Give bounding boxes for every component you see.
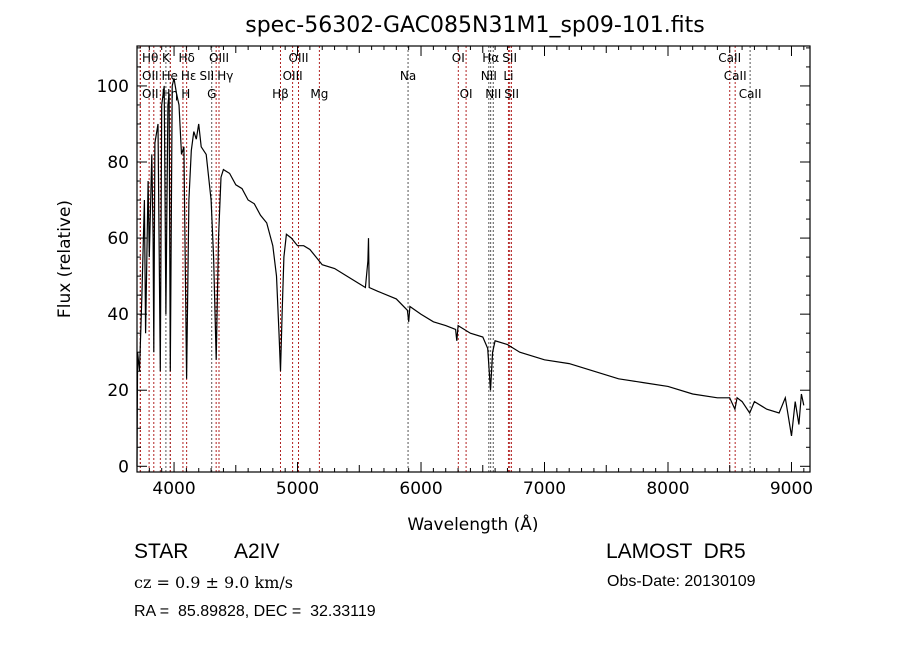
survey-label: LAMOST DR5: [606, 540, 746, 563]
y-tick-label: 40: [107, 305, 129, 325]
spectral-line-label: Hε: [181, 69, 197, 83]
spectral-line-label: Mg: [310, 87, 328, 101]
y-axis-label: Flux (relative): [55, 200, 75, 318]
y-tick-label: 80: [107, 153, 129, 173]
spectral-line-label: G: [207, 87, 216, 101]
spectrum-line: [136, 78, 805, 467]
spectral-line-label: Hγ: [217, 69, 233, 83]
y-tick-label: 20: [107, 381, 129, 401]
y-tick-label: 0: [118, 457, 129, 477]
x-tick-label: 8000: [646, 479, 689, 499]
spectral-line-label: OI: [460, 87, 473, 101]
spectral-line-label: Hα: [482, 51, 499, 65]
spectral-line-label: H: [181, 87, 190, 101]
spectral-line-label: OIII: [283, 69, 303, 83]
spectral-line-label: Hδ: [179, 51, 195, 65]
spectral-line-label: OIII: [209, 51, 229, 65]
x-tick-label: 7000: [523, 479, 566, 499]
spectral-line-label: OII: [142, 69, 159, 83]
spectral-line-label: OIII: [289, 51, 309, 65]
chart-title: spec-56302-GAC085N31M1_sp09-101.fits: [245, 13, 705, 38]
spectral-line-label: Hβ: [272, 87, 289, 101]
x-tick-label: 9000: [770, 479, 813, 499]
spectral-line-label: K: [162, 51, 171, 65]
spectral-line-label: NII: [485, 87, 501, 101]
spectral-lines: [139, 46, 751, 472]
y-tick-label: 60: [107, 229, 129, 249]
x-tick-label: 5000: [276, 479, 319, 499]
x-tick-label: 4000: [152, 479, 195, 499]
spectral-line-label: SII: [502, 51, 517, 65]
plot-frame: [136, 45, 811, 473]
spectral-line-label: Na: [400, 69, 416, 83]
spectral-line-label: Hη: [162, 87, 179, 101]
axis-ticks: 4000 5000 6000 7000 8000 9000 0 20 40 60 80 100: [97, 46, 813, 499]
x-axis-label: Wavelength (Å): [407, 513, 538, 535]
spectral-line-label: CaII: [718, 51, 741, 65]
spectral-line-label: CaII: [724, 69, 747, 83]
spectral-line-label: Li: [503, 69, 513, 83]
obs-date: Obs-Date: 20130109: [607, 573, 756, 590]
object-subclass: A2IV: [234, 540, 280, 563]
spectral-line-label: He: [162, 69, 178, 83]
y-tick-label: 100: [97, 77, 129, 97]
spectral-line-label: OII: [142, 87, 159, 101]
redshift-text: cz = 0.9 ± 9.0 km/s: [134, 573, 293, 592]
spectral-line-label: CaII: [739, 87, 762, 101]
coordinates: RA = 85.89828, DEC = 32.33119: [134, 603, 376, 620]
spectral-line-label: OI: [452, 51, 465, 65]
object-class: STAR: [134, 540, 189, 563]
spectral-line-label: SII: [200, 69, 215, 83]
spectral-line-label: Hθ: [142, 51, 158, 65]
spectral-line-label: SII: [504, 87, 519, 101]
x-tick-label: 6000: [399, 479, 442, 499]
spectral-line-label: NII: [481, 69, 497, 83]
